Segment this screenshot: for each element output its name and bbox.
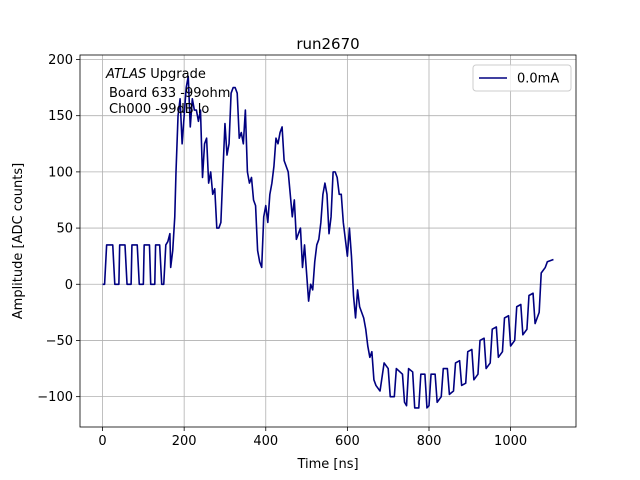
annotation: ATLAS Upgrade (105, 67, 206, 82)
x-tick-label: 400 (253, 434, 278, 449)
legend-label: 0.0mA (517, 72, 559, 87)
x-axis-label: Time [ns] (296, 457, 358, 472)
x-tick-label: 600 (335, 434, 360, 449)
y-tick-label: 0 (65, 278, 73, 293)
plot-frame (79, 54, 577, 428)
chart-title: run2670 (296, 35, 359, 53)
y-tick-label: 50 (56, 222, 73, 237)
annotation-line: Board 633 -99ohm (109, 86, 230, 101)
y-tick-label: −50 (46, 334, 73, 349)
y-tick-label: 150 (48, 109, 73, 124)
x-tick-label: 1000 (494, 434, 527, 449)
x-tick-label: 200 (172, 434, 197, 449)
y-axis-label: Amplitude [ADC counts] (11, 163, 26, 319)
y-tick-label: −100 (37, 390, 73, 405)
annotation-italic: ATLAS (105, 67, 146, 82)
data-line (102, 75, 554, 409)
annotation-line: Ch000 -99dB lo (109, 102, 209, 117)
x-tick-label: 800 (417, 434, 442, 449)
x-tick-label: 0 (98, 434, 106, 449)
legend-box (472, 64, 572, 92)
annotation-text: Upgrade (150, 67, 206, 82)
y-tick-label: 100 (48, 165, 73, 180)
y-tick-label: 200 (48, 53, 73, 68)
